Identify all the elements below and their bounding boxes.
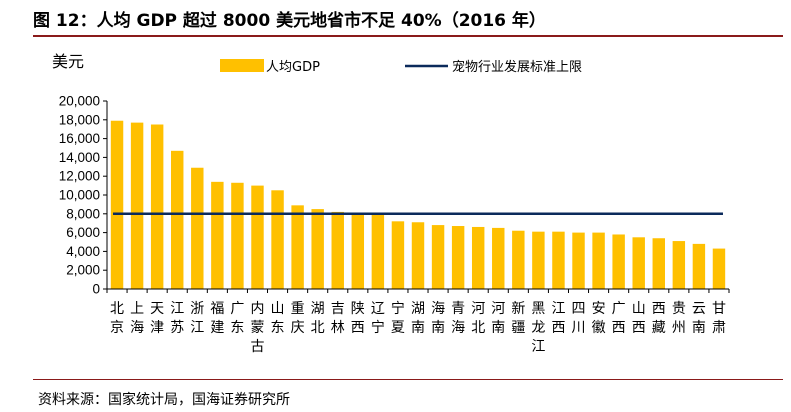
bar: [592, 232, 605, 289]
y-tick-label: 16,000: [59, 131, 100, 146]
page-title: 图 12：人均 GDP 超过 8000 美元地省市不足 40%（2016 年）: [33, 11, 546, 31]
bar: [331, 211, 344, 289]
bar: [191, 167, 204, 289]
bar: [271, 190, 284, 289]
x-category-label: 宁夏: [391, 300, 405, 336]
legend: 人均GDP 宠物行业发展标准上限: [220, 59, 582, 75]
bar: [572, 232, 585, 289]
x-category-label: 广西: [612, 301, 626, 336]
x-category-label: 北京: [110, 301, 124, 336]
y-tick-label: 10,000: [59, 188, 100, 203]
legend-bar-swatch: [220, 59, 264, 72]
y-tick-label: 14,000: [59, 150, 100, 165]
bar: [431, 225, 445, 289]
x-category-label: 云南: [692, 301, 706, 336]
bar: [512, 230, 525, 289]
bar: [211, 181, 224, 289]
x-category-label: 天津: [150, 301, 164, 336]
x-category-label: 海南: [431, 301, 445, 336]
bar: [231, 182, 244, 289]
x-category-label: 甘肃: [712, 301, 726, 336]
x-category-label: 山西: [632, 301, 646, 336]
bar: [612, 234, 625, 289]
y-tick-label: 6,000: [66, 225, 100, 240]
x-category-label: 河南: [491, 301, 505, 336]
x-category-label: 江西: [551, 301, 565, 336]
x-category-label: 四川: [572, 301, 586, 336]
y-tick-label: 4,000: [66, 244, 100, 259]
bar: [692, 243, 706, 289]
bar: [251, 185, 264, 289]
bar: [451, 226, 465, 289]
x-category-label: 重庆: [291, 301, 305, 336]
bar: [652, 238, 665, 289]
x-category-label: 辽宁: [371, 301, 385, 336]
bar: [552, 231, 565, 289]
source-note: 资料来源：国家统计局，国海证券研究所: [38, 392, 290, 408]
x-category-label: 陕西: [351, 301, 365, 336]
x-category-label: 黑龙江: [531, 301, 545, 355]
bars: [110, 120, 726, 290]
bar: [311, 209, 324, 289]
bar: [471, 226, 485, 289]
y-tick-label: 0: [92, 282, 100, 297]
x-category-label: 青海: [451, 301, 465, 336]
legend-bar-label: 人均GDP: [266, 60, 320, 75]
bar: [632, 237, 645, 289]
y-tick-label: 20,000: [59, 94, 100, 109]
bar: [391, 221, 405, 289]
y-axis: 0 2,000 4,000 6,000 8,000 10,000 12,000 14,000 1…: [59, 94, 108, 297]
x-category-label: 吉林: [331, 301, 345, 336]
bar: [411, 222, 425, 289]
bar: [351, 214, 365, 289]
x-category-label: 湖北: [311, 301, 325, 336]
x-category-label: 福建: [210, 301, 224, 336]
x-category-label: 山东: [271, 301, 285, 336]
bar: [672, 241, 686, 289]
bar: [130, 122, 144, 290]
x-category-label: 安徽: [592, 301, 606, 336]
x-axis: 北京上海天津江苏浙江福建广东内蒙古山东重庆湖北吉林陕西辽宁宁夏湖南海南青海河北河…: [106, 288, 730, 355]
y-tick-label: 12,000: [59, 169, 100, 184]
x-category-label: 浙江: [190, 301, 204, 336]
bar: [150, 124, 164, 289]
x-category-label: 内蒙古: [250, 301, 264, 355]
legend-line-label: 宠物行业发展标准上限: [452, 59, 582, 75]
y-tick-label: 8,000: [66, 206, 100, 221]
bar: [492, 227, 505, 289]
y-axis-unit-label: 美元: [52, 52, 84, 71]
x-category-label: 新疆: [511, 301, 525, 336]
bar: [291, 205, 304, 289]
source-divider: [33, 379, 783, 380]
x-category-label: 江苏: [170, 301, 184, 336]
x-category-label: 贵州: [672, 301, 686, 336]
y-tick-label: 18,000: [59, 112, 100, 127]
x-category-label: 河北: [471, 301, 485, 336]
x-category-label: 广东: [230, 301, 244, 336]
bar: [371, 214, 385, 289]
bar: [171, 150, 184, 289]
x-category-label: 西藏: [652, 301, 666, 336]
x-category-label: 湖南: [411, 301, 425, 336]
bar: [532, 231, 545, 289]
title-divider: [33, 35, 783, 37]
x-category-label: 上海: [130, 301, 144, 336]
bar: [110, 120, 124, 290]
bar: [712, 248, 726, 289]
y-tick-label: 2,000: [66, 263, 100, 278]
